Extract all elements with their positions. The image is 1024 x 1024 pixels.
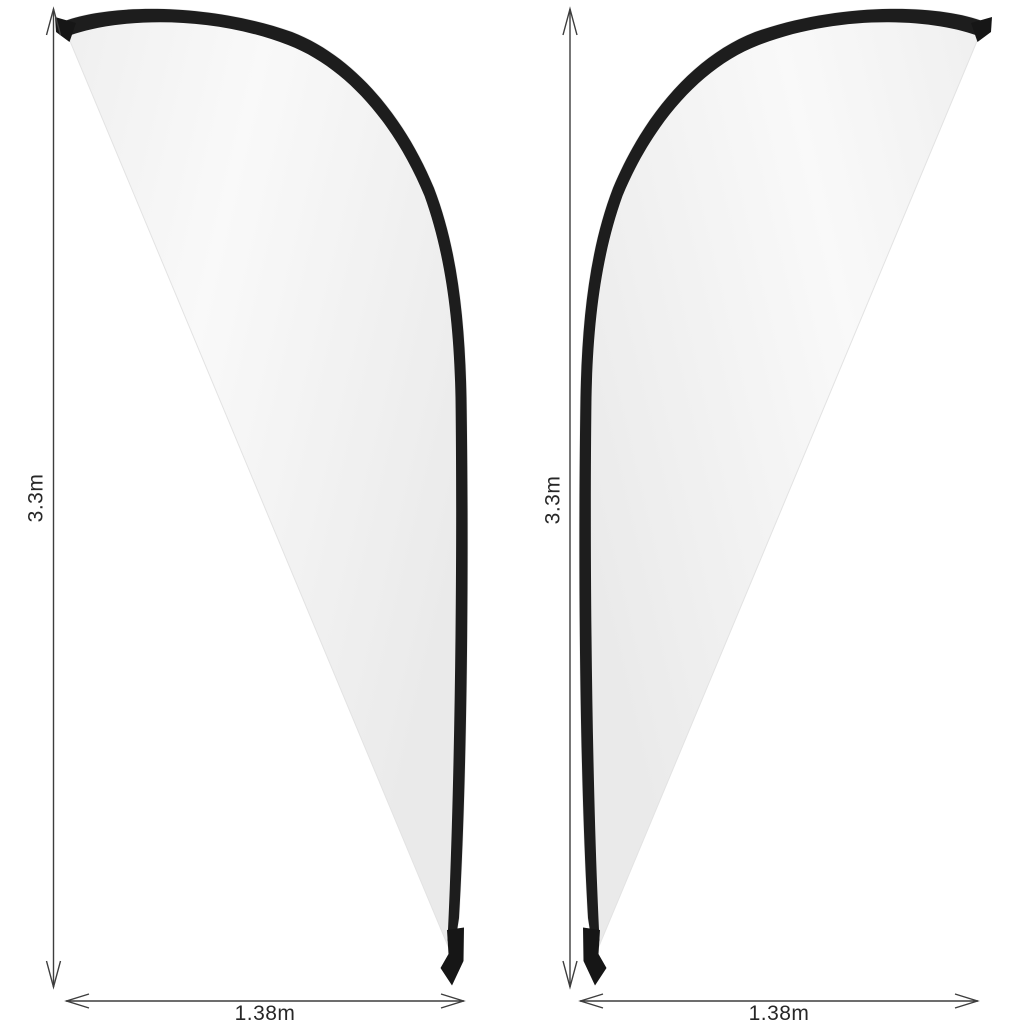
teardrop-flag-right: [578, 8, 993, 986]
teardrop-flag-left: [54, 8, 469, 986]
right-width-arrowhead-left: [578, 993, 604, 1009]
left-flag-height-label: 3.3m: [25, 474, 48, 523]
left-flag-width-label: 1.38m: [235, 1002, 296, 1024]
right-height-arrowhead-down: [562, 960, 578, 990]
left-height-arrowhead-up: [45, 6, 62, 36]
left-flag-width-dimension: 1.38m: [64, 993, 466, 1024]
left-height-arrowhead-down: [45, 960, 62, 990]
right-flag-width-dimension: 1.38m: [578, 993, 980, 1024]
left-flag-height-dimension: 3.3m: [25, 6, 62, 990]
left-width-arrowhead-left: [64, 993, 90, 1009]
right-width-arrowhead-right: [954, 993, 980, 1009]
right-flag-width-label: 1.38m: [749, 1002, 810, 1024]
right-flag-height-label: 3.3m: [542, 476, 565, 525]
left-width-arrowhead-right: [440, 993, 466, 1009]
right-height-arrowhead-up: [562, 6, 578, 36]
right-flag-height-dimension: 3.3m: [542, 6, 578, 990]
